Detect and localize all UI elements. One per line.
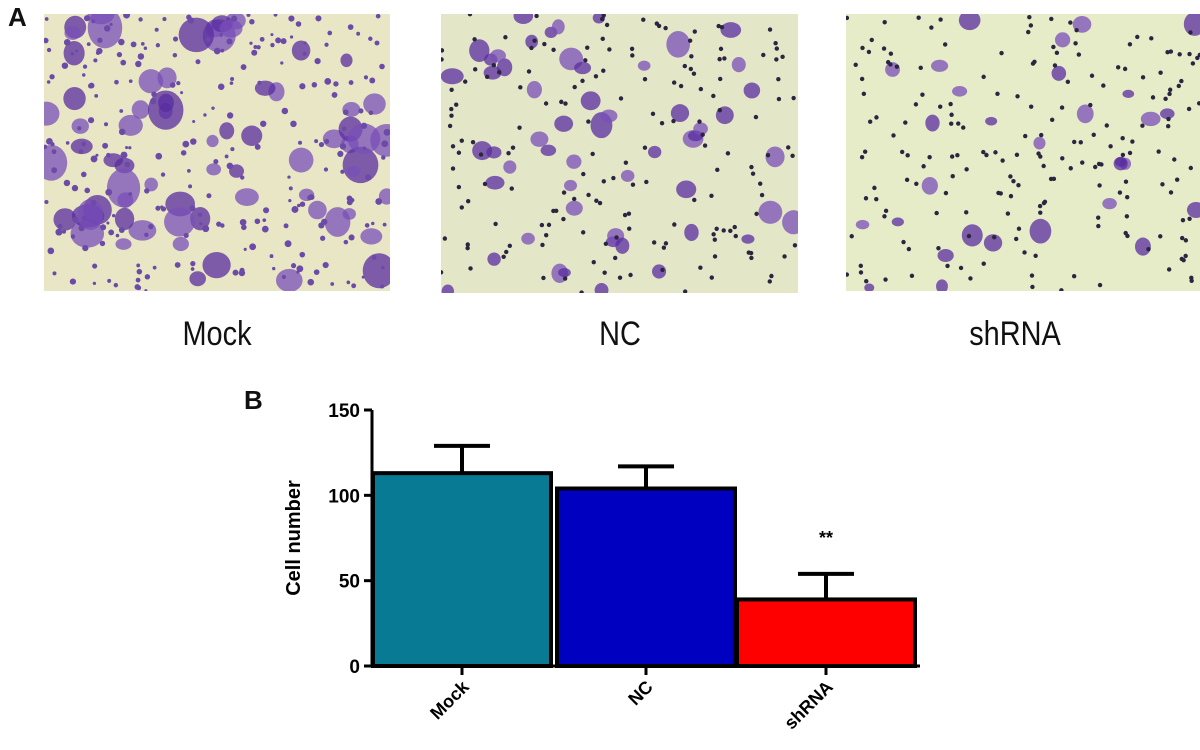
panel-a-letter: A bbox=[8, 2, 27, 32]
panel-b-letter: B bbox=[244, 385, 263, 415]
y-tick-label: 50 bbox=[339, 572, 360, 593]
micrograph-label-nc: NC bbox=[599, 315, 641, 353]
significance-annotation: ** bbox=[819, 528, 833, 548]
micrograph-label-mock: Mock bbox=[182, 315, 252, 353]
micrograph-nc bbox=[441, 14, 798, 293]
micrograph-shrna bbox=[846, 14, 1200, 291]
x-category-label: shRNA bbox=[780, 677, 837, 734]
micrograph-label-shrna: shRNA bbox=[969, 315, 1061, 353]
micrograph-mock bbox=[44, 14, 390, 291]
bar-shrna bbox=[735, 597, 917, 668]
y-tick-label: 100 bbox=[328, 486, 360, 507]
bar-mock bbox=[371, 471, 553, 668]
bar-nc bbox=[555, 486, 737, 668]
y-axis-title: Cell number bbox=[283, 480, 305, 596]
x-category-label: Mock bbox=[426, 676, 473, 723]
y-tick-label: 150 bbox=[328, 401, 360, 422]
y-tick-label: 0 bbox=[349, 657, 360, 678]
x-category-label: NC bbox=[624, 677, 657, 710]
